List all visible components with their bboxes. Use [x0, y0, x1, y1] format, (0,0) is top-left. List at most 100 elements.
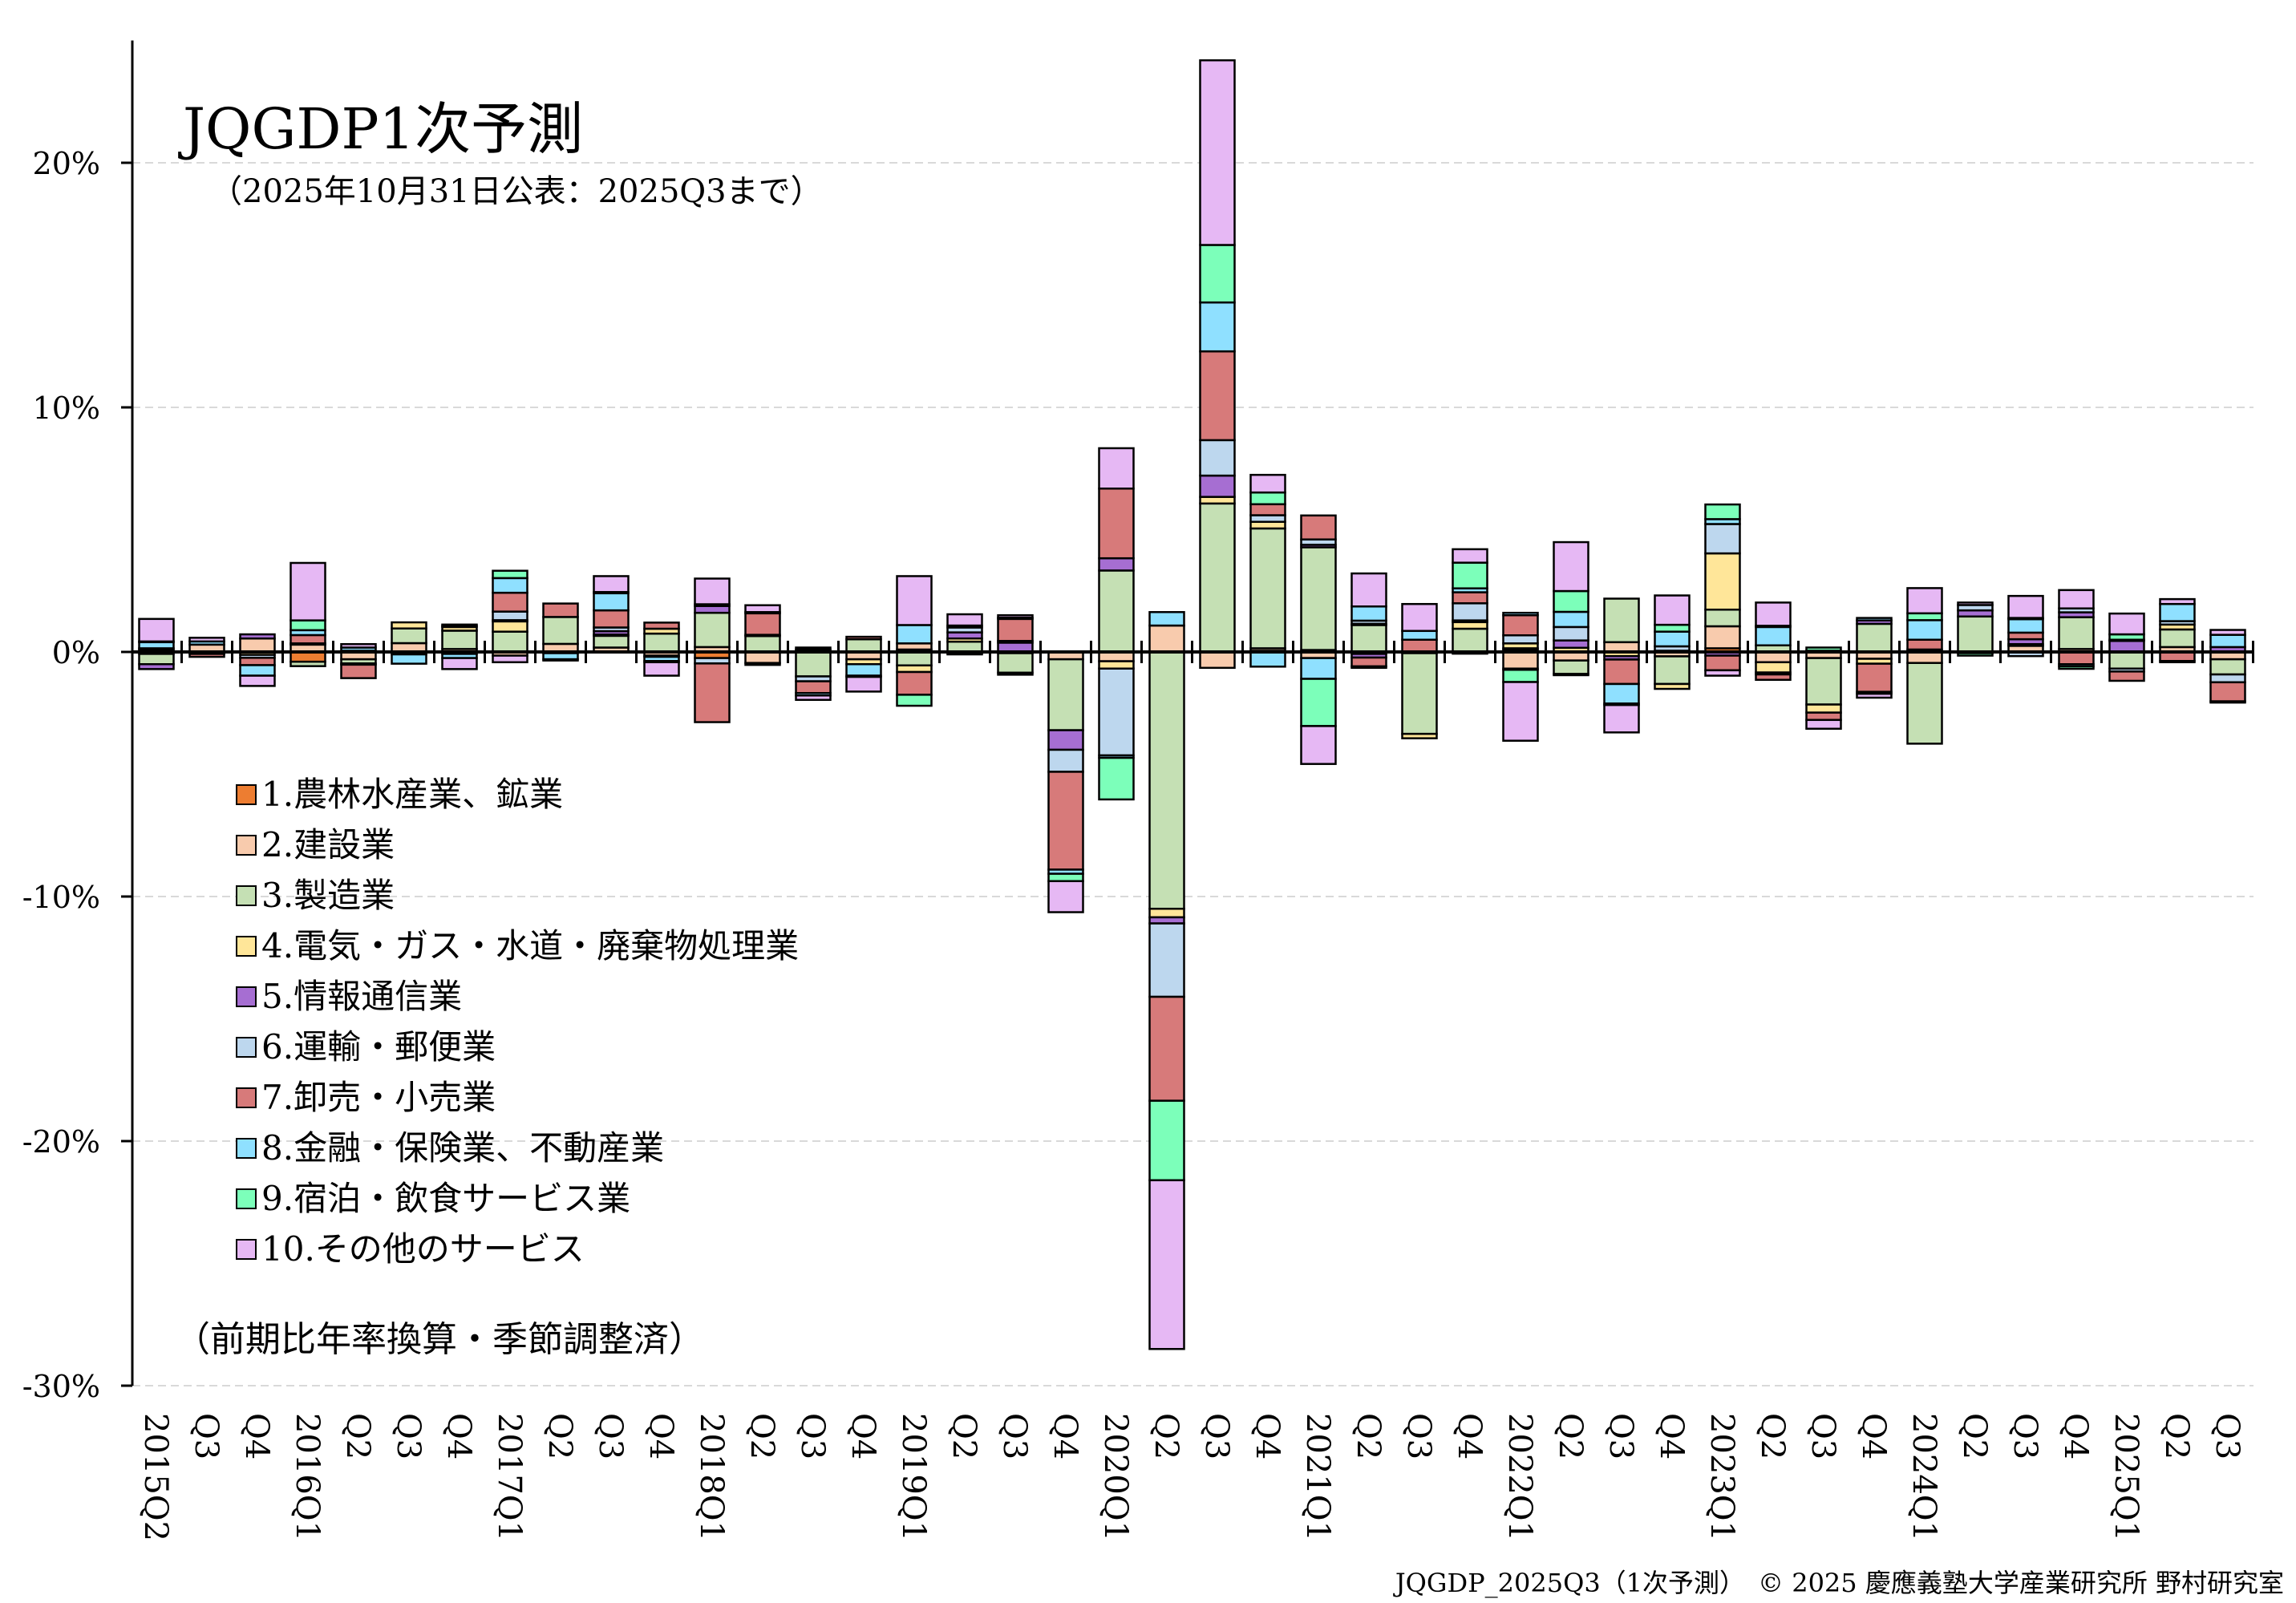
- x-tick-label: 2018Q1: [693, 1413, 730, 1541]
- x-tick-label: 2017Q1: [491, 1413, 528, 1541]
- bar-segment-series-7: [1047, 771, 1084, 871]
- legend-swatch: [236, 1239, 257, 1260]
- bar-segment-series-6: [1199, 439, 1236, 477]
- bar-segment-series-10: [1401, 602, 1438, 633]
- bar-segment-series-2: [239, 637, 276, 654]
- bar-segment-series-8: [2209, 634, 2246, 649]
- bar-segment-series-9: [492, 569, 528, 580]
- bar-segment-series-8: [1502, 611, 1539, 617]
- chart-note: （前期比年率換算・季節調整済）: [175, 1319, 704, 1360]
- bar-segment-series-10: [946, 613, 983, 627]
- bar-segment-series-5: [1098, 557, 1135, 572]
- y-tick-label: -20%: [22, 1124, 100, 1160]
- bar-segment-series-3: [593, 634, 630, 649]
- bar-segment-series-8: [1603, 682, 1640, 705]
- x-tick-label: Q3: [1602, 1413, 1639, 1459]
- bar-stack-Q2: [1957, 601, 1994, 657]
- legend-label: 5.情報通信業: [261, 977, 462, 1016]
- bar-segment-series-10: [997, 614, 1034, 619]
- bar-stack-Q4: [441, 623, 478, 670]
- bar-segment-series-3: [542, 616, 579, 646]
- bar-segment-series-3: [744, 634, 781, 654]
- bar-segment-series-8: [2159, 602, 2196, 622]
- legend-swatch: [236, 1037, 257, 1058]
- bar-segment-series-7: [340, 663, 377, 679]
- bar-segment-series-7: [542, 602, 579, 618]
- x-tick-label: Q4: [844, 1413, 881, 1459]
- bar-segment-series-3: [441, 629, 478, 650]
- bar-segment-series-4: [1148, 908, 1185, 919]
- bar-stack-2020Q1: [1098, 447, 1135, 801]
- bar-stack-Q3: [1401, 602, 1438, 739]
- bar-segment-series-9: [744, 662, 781, 666]
- bar-segment-series-8: [1199, 301, 1236, 353]
- bar-segment-series-9: [1199, 244, 1236, 304]
- legend-swatch: [236, 784, 257, 805]
- chart-footer: JQGDP_2025Q3（1次予測） © 2025 慶應義塾大学産業研究所 野村…: [1393, 1568, 2284, 1598]
- bar-segment-series-4: [1704, 552, 1741, 611]
- bar-segment-series-7: [1704, 654, 1741, 672]
- legend-label: 6.運輸・郵便業: [261, 1027, 496, 1067]
- bar-stack-Q4: [239, 633, 276, 687]
- bar-segment-series-8: [1148, 611, 1185, 627]
- bar-segment-series-3: [138, 653, 175, 666]
- bar-segment-series-10: [2159, 597, 2196, 605]
- y-tick-label: -30%: [22, 1369, 100, 1404]
- bar-segment-series-7: [2058, 650, 2095, 666]
- bar-segment-series-10: [2058, 589, 2095, 609]
- bar-segment-series-10: [1047, 880, 1084, 913]
- y-tick-labels: 20% 10% 0% -10% -20% -30%: [22, 146, 100, 1404]
- legend-item: 9.宿泊・飲食サービス業: [236, 1179, 630, 1218]
- x-tick-label: Q3: [794, 1413, 831, 1459]
- bar-stack-Q2: [340, 642, 377, 679]
- x-tick-label: Q2: [1350, 1413, 1387, 1459]
- bar-segment-series-8: [1906, 619, 1943, 641]
- bar-segment-series-6: [1047, 748, 1084, 773]
- bar-segment-series-9: [1654, 623, 1691, 633]
- bar-segment-series-5: [1047, 729, 1084, 751]
- bar-stack-Q2: [1350, 572, 1387, 670]
- bar-segment-series-3: [896, 650, 933, 667]
- x-tick-label: 2019Q1: [895, 1413, 932, 1541]
- bar-segment-series-4: [492, 620, 528, 633]
- bar-segment-series-7: [290, 634, 326, 645]
- bar-segment-series-10: [340, 642, 377, 649]
- bar-segment-series-10: [744, 604, 781, 613]
- bar-stack-Q2: [2159, 597, 2196, 664]
- bar-stack-Q4: [643, 621, 680, 677]
- x-tick-label: Q4: [1653, 1413, 1690, 1459]
- bar-segment-series-7: [239, 657, 276, 666]
- x-tick-label: 2021Q1: [1299, 1413, 1336, 1541]
- bar-segment-series-10: [441, 657, 478, 670]
- x-tick-label: Q4: [642, 1413, 679, 1459]
- bar-segment-series-8: [1350, 605, 1387, 622]
- bars: [138, 59, 2246, 1350]
- legend-item: 3.製造業: [236, 876, 395, 915]
- bar-segment-series-8: [845, 663, 882, 677]
- bar-stack-Q2: [542, 602, 579, 662]
- bar-segment-series-10: [845, 675, 882, 693]
- y-tick-label: 20%: [33, 146, 100, 181]
- bar-segment-series-8: [1654, 630, 1691, 648]
- bar-segment-series-3: [1452, 627, 1488, 654]
- x-tick-label: Q2: [946, 1413, 982, 1459]
- legend-label: 10.その他のサービス: [261, 1229, 585, 1269]
- bar-segment-series-7: [1300, 514, 1337, 540]
- bar-segment-series-9: [2159, 660, 2196, 664]
- bar-segment-series-10: [1199, 59, 1236, 246]
- bar-segment-series-3: [1906, 662, 1943, 745]
- bar-segment-series-5: [138, 663, 175, 670]
- bar-segment-series-8: [2007, 617, 2044, 634]
- axes: [121, 40, 2254, 1387]
- bar-stack-2018Q1: [694, 577, 731, 723]
- bar-segment-series-7: [2209, 681, 2246, 702]
- bar-segment-series-8: [492, 577, 528, 594]
- bar-segment-series-10: [2007, 594, 2044, 619]
- bar-segment-series-7: [1553, 673, 1589, 677]
- bar-segment-series-6: [1098, 667, 1135, 757]
- bar-segment-series-10: [188, 637, 225, 643]
- bar-segment-series-10: [694, 577, 731, 605]
- bar-segment-series-10: [492, 654, 528, 664]
- bar-segment-series-9: [1148, 1099, 1185, 1182]
- x-tick-label: Q4: [1855, 1413, 1892, 1459]
